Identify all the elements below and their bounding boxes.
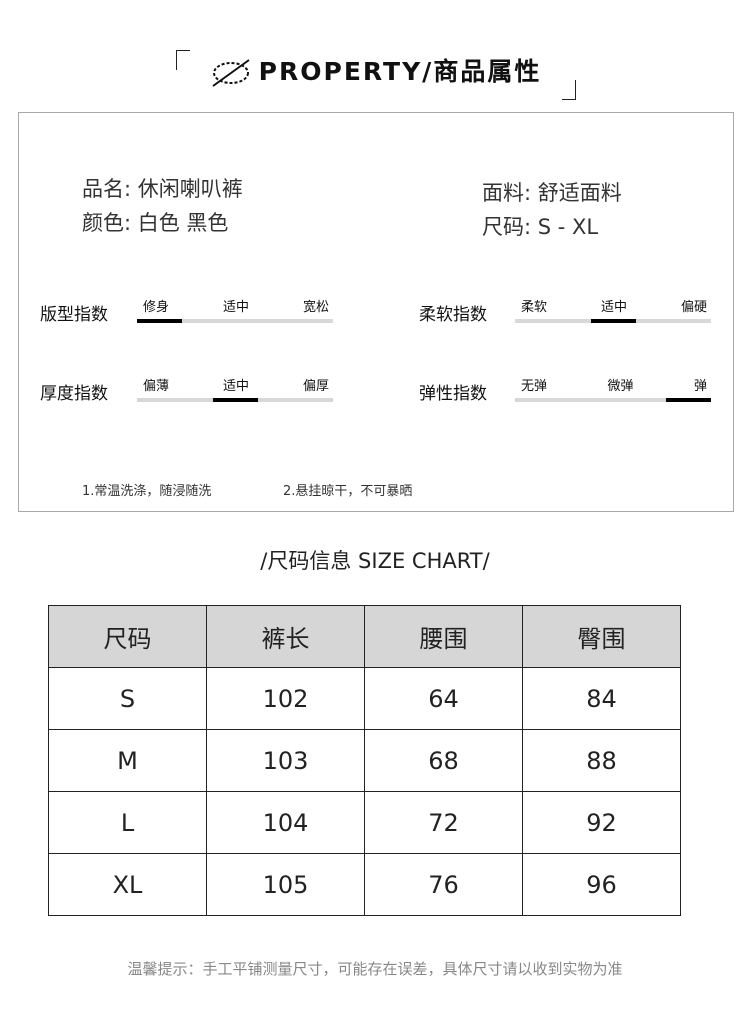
header-cell: 裤长 xyxy=(206,605,365,668)
scale-label: 弹性指数 xyxy=(419,384,487,404)
product-name: 品名: 休闲喇叭裤 xyxy=(82,177,243,201)
cell: S xyxy=(48,667,207,730)
cell: XL xyxy=(48,853,207,916)
scale-option: 柔软 xyxy=(521,300,548,315)
scale-marker xyxy=(137,319,182,323)
table-row: S 102 64 84 xyxy=(48,667,681,730)
table-row: XL 105 76 96 xyxy=(48,853,681,916)
cell: 88 xyxy=(522,729,681,792)
scale-option: 适中 xyxy=(600,300,627,315)
cell: 92 xyxy=(522,791,681,854)
product-size: 尺码: S - XL xyxy=(482,215,599,239)
scale-option: 宽松 xyxy=(302,300,329,315)
scale-bar xyxy=(137,398,333,402)
product-fabric: 面料: 舒适面料 xyxy=(482,181,622,205)
leaf-slash-icon xyxy=(212,59,250,87)
corner-bracket-tl xyxy=(176,50,190,70)
header-cell: 尺码 xyxy=(48,605,207,668)
cell: 105 xyxy=(206,853,365,916)
scale-option: 修身 xyxy=(143,300,170,315)
scale-label: 厚度指数 xyxy=(40,384,108,404)
scale-label: 版型指数 xyxy=(40,305,108,325)
scale-bar xyxy=(137,319,333,323)
info-left: 品名: 休闲喇叭裤 颜色: 白色 黑色 xyxy=(82,172,243,240)
cell: 64 xyxy=(364,667,523,730)
header-cell: 臀围 xyxy=(522,605,681,668)
header-cell: 腰围 xyxy=(364,605,523,668)
info-right: 面料: 舒适面料 尺码: S - XL xyxy=(482,176,622,244)
cell: 68 xyxy=(364,729,523,792)
scale-marker xyxy=(590,319,636,323)
cell: 72 xyxy=(364,791,523,854)
scale-option: 适中 xyxy=(222,300,249,315)
scale-option: 偏硬 xyxy=(680,300,707,315)
footer-note: 温馨提示：手工平铺测量尺寸，可能存在误差，具体尺寸请以收到实物为准 xyxy=(127,960,623,978)
scale-option: 适中 xyxy=(222,379,249,394)
scale-options: 无弹 微弹 弹 xyxy=(521,375,707,394)
scale-label: 柔软指数 xyxy=(419,305,487,325)
scale-marker xyxy=(666,398,711,402)
scale-option: 弹 xyxy=(693,379,707,394)
scale-option: 微弹 xyxy=(607,379,634,394)
table-header-row: 尺码 裤长 腰围 臀围 xyxy=(48,605,681,668)
scale-option: 偏厚 xyxy=(302,379,329,394)
cell: 104 xyxy=(206,791,365,854)
cell: 76 xyxy=(364,853,523,916)
table-row: L 104 72 92 xyxy=(48,791,681,854)
property-box xyxy=(18,112,734,512)
care-note-2: 2.悬挂晾干，不可暴晒 xyxy=(283,484,413,499)
cell: L xyxy=(48,791,207,854)
scale-bar xyxy=(515,319,711,323)
scale-options: 修身 适中 宽松 xyxy=(143,296,329,315)
scale-option: 偏薄 xyxy=(143,379,170,394)
cell: 84 xyxy=(522,667,681,730)
size-chart-title: /尺码信息 SIZE CHART/ xyxy=(260,549,490,573)
product-color: 颜色: 白色 黑色 xyxy=(82,211,229,235)
section-title: PROPERTY/商品属性 xyxy=(258,57,542,86)
section-header: PROPERTY/商品属性 xyxy=(0,52,750,88)
corner-bracket-br xyxy=(562,80,576,100)
scale-marker xyxy=(212,398,258,402)
cell: M xyxy=(48,729,207,792)
scale-options: 柔软 适中 偏硬 xyxy=(521,296,707,315)
table-row: M 103 68 88 xyxy=(48,729,681,792)
scale-bar xyxy=(515,398,711,402)
cell: 96 xyxy=(522,853,681,916)
scale-option: 无弹 xyxy=(521,379,548,394)
scale-options: 偏薄 适中 偏厚 xyxy=(143,375,329,394)
size-table: 尺码 裤长 腰围 臀围 S 102 64 84 M 103 68 88 L 104 72 92 X… xyxy=(48,605,681,916)
cell: 103 xyxy=(206,729,365,792)
cell: 102 xyxy=(206,667,365,730)
care-note-1: 1.常温洗涤，随浸随洗 xyxy=(82,484,212,499)
